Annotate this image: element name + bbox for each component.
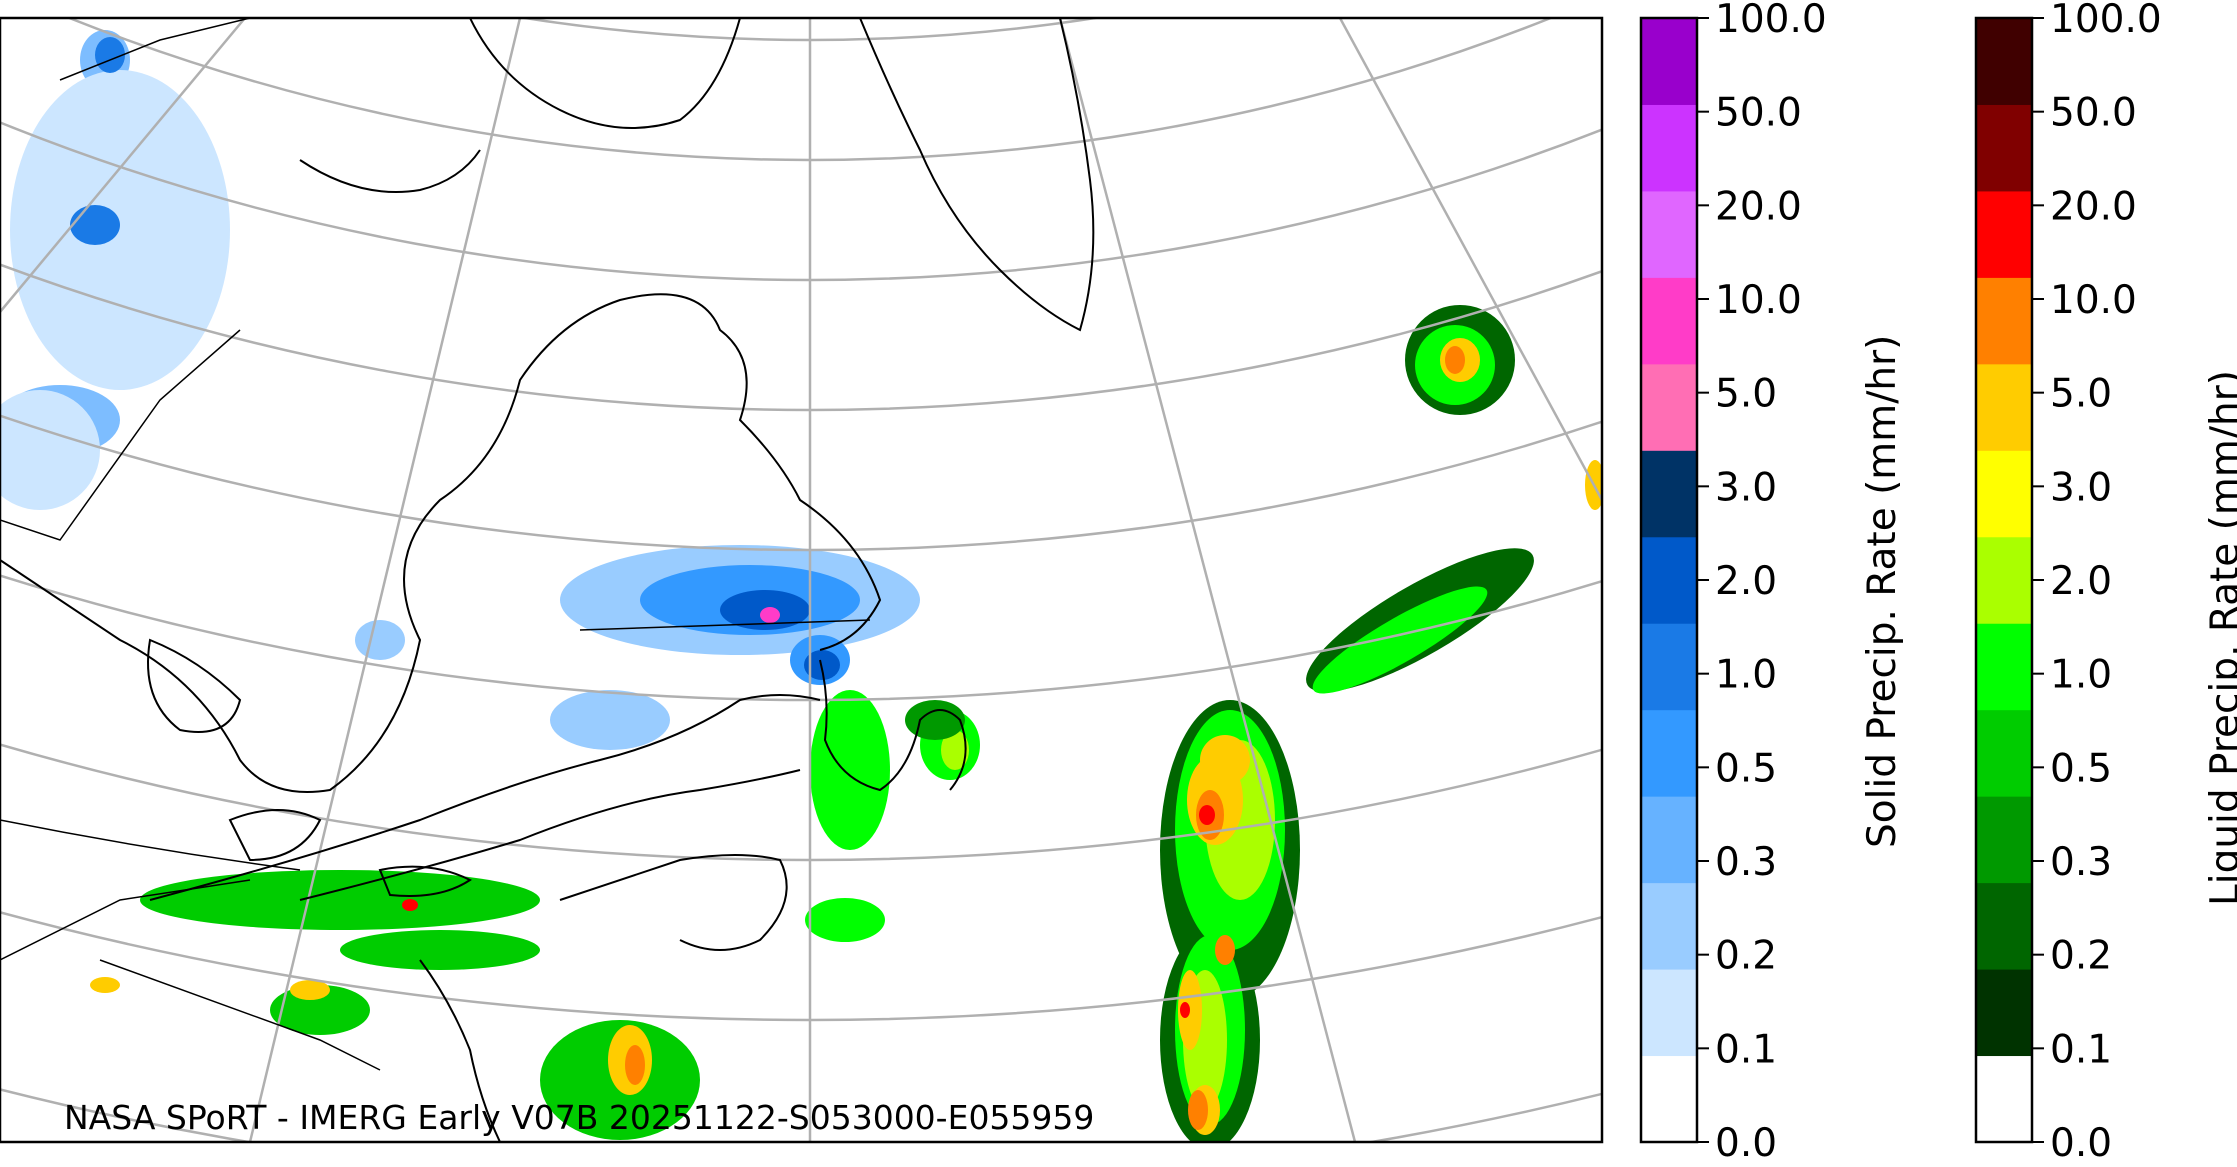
solid-tick-label: 0.5 [1715, 746, 1777, 791]
solid-tick-label: 0.2 [1715, 934, 1777, 979]
liquid-tick-label: 0.5 [2050, 746, 2112, 791]
solid-tick-label: 0.0 [1715, 1121, 1777, 1166]
liquid-color-segment [1976, 104, 2032, 192]
liquid-color-segment [1976, 450, 2032, 538]
liquid-tick-label: 50.0 [2050, 91, 2137, 136]
liquid-tick-label: 10.0 [2050, 278, 2137, 323]
liquid-color-segment [1976, 18, 2032, 105]
solid-color-segment [1641, 969, 1697, 1057]
solid-color-segment [1641, 190, 1697, 278]
liquid-tick-label: 5.0 [2050, 372, 2112, 417]
liquid-color-segment [1976, 969, 2032, 1057]
liquid-tick-label: 1.0 [2050, 653, 2112, 698]
liquid-tick-label: 0.1 [2050, 1027, 2112, 1072]
solid-tick-label: 20.0 [1715, 184, 1802, 229]
solid-color-segment [1641, 796, 1697, 884]
liquid-tick-label: 0.0 [2050, 1121, 2112, 1166]
solid-color-segment [1641, 18, 1697, 105]
solid-tick-label: 50.0 [1715, 91, 1802, 136]
solid-tick-label: 1.0 [1715, 653, 1777, 698]
political-borders [0, 18, 871, 1071]
data-source-credit: NASA SPoRT - IMERG Early V07B 20251122-S… [64, 1098, 1095, 1137]
solid-color-segment [1641, 882, 1697, 970]
liquid-tick-label: 20.0 [2050, 184, 2137, 229]
solid-color-segment [1641, 1055, 1697, 1143]
solid-precip-colorbar: 0.0 0.1 0.2 0.3 0.5 1.0 2.0 3.0 5.0 10.0 20.0 50.0 1… [1639, 0, 1827, 1166]
liquid-tick-label: 3.0 [2050, 465, 2112, 510]
solid-color-segment [1641, 277, 1697, 365]
liquid-precip-colorbar: 0.0 0.1 0.2 0.3 0.5 1.0 2.0 3.0 5.0 10.0 20.0 50.0 1… [1974, 0, 2162, 1166]
solid-tick-label: 100.0 [1715, 0, 1827, 42]
solid-color-segment [1641, 536, 1697, 624]
liquid-tick-label: 2.0 [2050, 559, 2112, 604]
solid-tick-label: 5.0 [1715, 372, 1777, 417]
liquid-color-segment [1976, 709, 2032, 797]
liquid-tick-label: 100.0 [2050, 0, 2162, 42]
liquid-color-segment [1976, 882, 2032, 970]
solid-color-segment [1641, 623, 1697, 711]
coastlines [0, 18, 1095, 1142]
liquid-color-segment [1976, 623, 2032, 711]
solid-tick-label: 0.1 [1715, 1027, 1777, 1072]
solid-colorbar-label: Solid Precip. Rate (mm/hr) [1860, 334, 1905, 848]
solid-tick-label: 0.3 [1715, 840, 1777, 885]
liquid-color-segment [1976, 190, 2032, 278]
map-frame [0, 16, 1604, 1144]
solid-color-segment [1641, 104, 1697, 192]
solid-tick-label: 2.0 [1715, 559, 1777, 604]
liquid-tick-label: 0.3 [2050, 840, 2112, 885]
solid-color-segment [1641, 450, 1697, 538]
liquid-colorbar-label: Liquid Precip. Rate (mm/hr) [2203, 370, 2237, 906]
solid-tick-label: 10.0 [1715, 278, 1802, 323]
liquid-color-segment [1976, 796, 2032, 884]
liquid-color-segment [1976, 536, 2032, 624]
solid-tick-label: 3.0 [1715, 465, 1777, 510]
liquid-color-segment [1976, 1055, 2032, 1143]
liquid-color-segment [1976, 363, 2032, 451]
solid-color-segment [1641, 709, 1697, 797]
liquid-color-segment [1976, 277, 2032, 365]
liquid-tick-label: 0.2 [2050, 934, 2112, 979]
solid-color-segment [1641, 363, 1697, 451]
